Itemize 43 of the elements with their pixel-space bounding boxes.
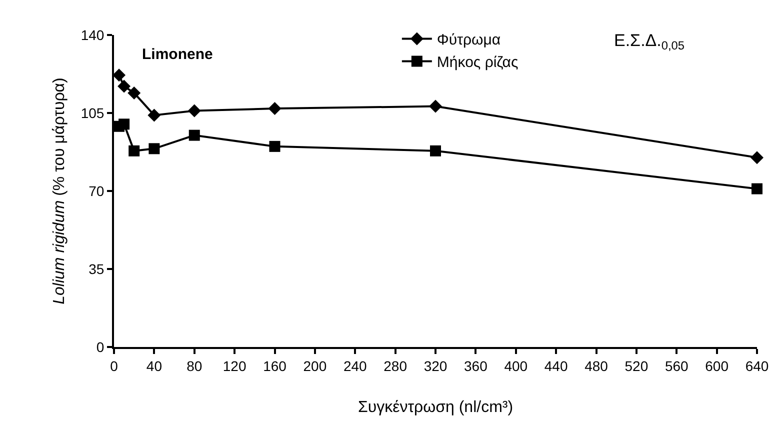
point [188,130,200,141]
x-tick-label: 280 [384,358,408,374]
point [268,102,282,116]
x-tick-label: 600 [705,358,729,374]
x-tick-label: 120 [222,358,246,374]
legend-label: Φύτρωμα [436,32,501,49]
point [750,151,764,164]
point [269,140,280,152]
y-tick-label: 140 [80,26,104,43]
point [118,80,131,93]
y-tick-label: 35 [88,260,104,277]
x-tick-label: 200 [303,358,327,374]
point [128,86,141,100]
point [429,100,442,113]
x-tick-label: 160 [263,358,287,374]
y-tick-label: 105 [80,104,104,121]
x-axis-title: Συγκέντρωση (nl/cm³) [358,399,514,416]
y-tick-label: 70 [88,182,104,199]
point [112,68,126,82]
x-tick-label: 640 [745,358,769,374]
annotation: Limonene [142,46,213,63]
y-tick-label: 0 [96,338,104,355]
x-tick-label: 80 [186,358,202,374]
x-tick-label: 40 [146,358,162,374]
point [128,145,140,156]
x-tick-label: 520 [624,358,648,374]
x-tick-label: 320 [424,358,448,374]
point [148,143,160,154]
point [752,183,762,194]
point [188,104,201,118]
x-tick-label: 400 [504,358,528,374]
x-tick-label: 360 [464,358,488,374]
y-axis-title: Lolium rigidum (% του μάρτυρα) [51,78,68,304]
point [118,118,130,130]
legend-label: Μήκος ρίζας [436,54,518,72]
x-tick-label: 440 [544,358,568,374]
x-tick-label: 240 [343,358,368,374]
x-tick-label: 560 [664,358,689,374]
point [430,145,441,156]
x-tick-label: 0 [110,358,118,374]
annotation: Ε.Σ.Δ.$_{0,05}$ [614,31,685,53]
x-tick-label: 480 [584,358,608,374]
point [148,108,161,122]
